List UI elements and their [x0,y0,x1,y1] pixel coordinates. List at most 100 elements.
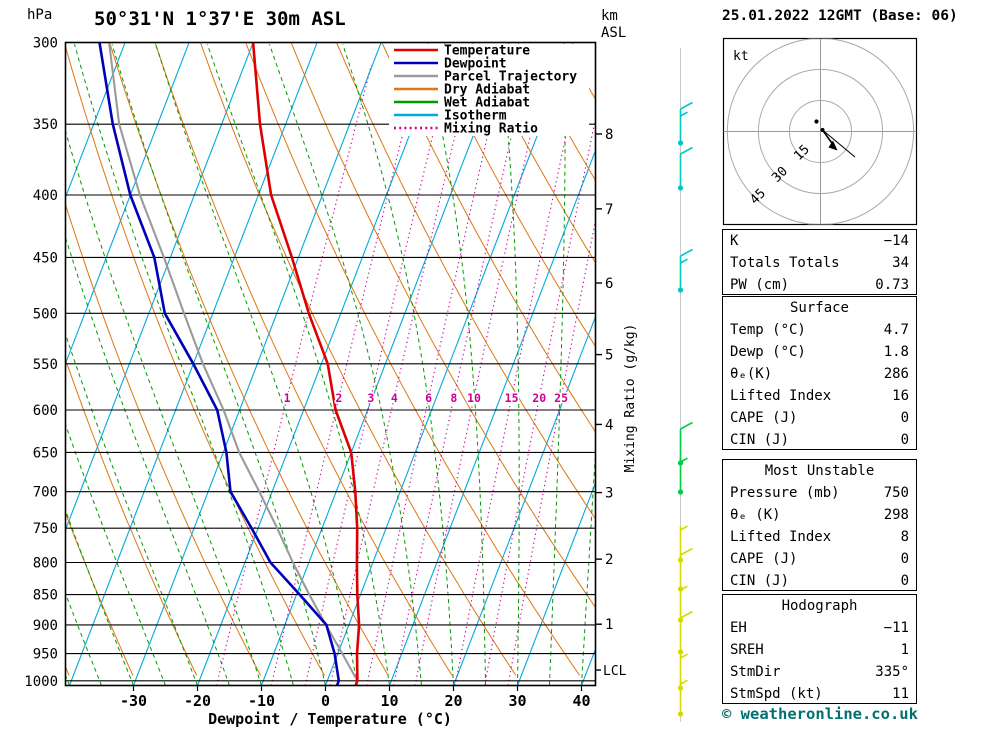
metric-row: StmSpd (kt) 11 [723,683,916,705]
metric-label: Dewp (°C) [730,344,806,360]
summary-indices-box: K −14 Totals Totals 34 PW (cm) 0.73 [722,229,917,295]
metric-row: SREH 1 [723,639,916,661]
metric-row: CIN (J) 0 [723,570,916,592]
metric-row: Temp (°C) 4.7 [723,319,916,341]
metric-value: 0 [900,573,909,589]
svg-text:8: 8 [450,391,457,405]
hodograph-box-title: Hodograph [781,598,858,614]
pressure-gridlines [65,41,596,682]
wind-barb [677,248,693,293]
isotherm-lines [65,42,596,686]
wind-barb [677,146,693,191]
svg-text:950: 950 [33,647,58,663]
mixing-ratio-value-labels: 1 2 3 4 6 8 10 15 20 25 [282,390,569,407]
svg-text:Dewpoint: Dewpoint [444,57,507,72]
metric-value: 11 [892,686,909,702]
svg-text:-30: -30 [120,692,147,710]
metric-label: CIN (J) [730,573,790,589]
metric-row: Lifted Index 16 [723,385,916,407]
svg-text:4: 4 [391,391,398,405]
metric-value: 0.73 [875,277,909,293]
svg-text:700: 700 [33,485,58,501]
metric-label: PW (cm) [730,277,790,293]
svg-text:Parcel Trajectory: Parcel Trajectory [444,70,577,85]
svg-text:8: 8 [605,127,613,143]
most-unstable-box-title: Most Unstable [764,463,875,479]
metric-row: CAPE (J) 0 [723,548,916,570]
svg-text:Temperature: Temperature [444,44,530,59]
wind-barb [677,653,688,691]
svg-text:3: 3 [367,391,374,405]
metric-row: StmDir 335° [723,661,916,683]
station-title: 50°31'N 1°37'E 30m ASL [94,8,346,30]
skewt-background-field [65,42,596,686]
svg-text:20: 20 [444,692,462,710]
metric-label: K [730,233,739,249]
metric-value: 298 [883,507,909,523]
metric-row: Pressure (mb) 750 [723,482,916,504]
svg-text:6: 6 [425,391,432,405]
svg-text:25: 25 [554,391,568,405]
parcel-trajectory-curve [108,42,359,686]
altitude-axis-unit-km: km [601,8,618,24]
wet-adiabat-lines [65,44,596,686]
metric-row: PW (cm) 0.73 [723,274,916,296]
svg-text:-20: -20 [184,692,211,710]
wind-barb [677,679,688,717]
metric-value: 286 [883,366,909,382]
metric-value: −14 [883,233,909,249]
mixing-ratio-lines [216,64,596,686]
hodograph-unit-label: kt [733,49,749,64]
svg-text:900: 900 [33,618,58,634]
metric-value: 335° [875,664,909,680]
metric-label: Lifted Index [730,529,832,545]
surface-box-title: Surface [789,300,849,316]
metric-value: 4.7 [883,322,909,338]
metric-label: StmSpd (kt) [730,686,823,702]
svg-text:400: 400 [33,188,58,204]
svg-text:10: 10 [380,692,398,710]
temperature-curve [251,42,361,686]
run-datetime-title: 25.01.2022 12GMT (Base: 06) [722,8,958,24]
svg-text:4: 4 [605,417,613,433]
svg-text:300: 300 [33,36,58,52]
svg-text:550: 550 [33,357,58,373]
svg-text:0: 0 [321,692,330,710]
metric-row: Dewp (°C) 1.8 [723,341,916,363]
metric-label: CAPE (J) [730,551,798,567]
metric-value: 0 [900,551,909,567]
metric-row: θₑ(K) 286 [723,363,916,385]
svg-text:Mixing Ratio: Mixing Ratio [444,122,538,137]
metric-row: θₑ (K) 298 [723,504,916,526]
mixing-ratio-axis-title: Mixing Ratio (g/kg) [623,324,638,473]
plot-border [64,41,597,687]
metric-row: Lifted Index 8 [723,526,916,548]
svg-text:40: 40 [572,692,590,710]
metric-label: Pressure (mb) [730,485,840,501]
svg-text:650: 650 [33,445,58,461]
metric-label: θₑ (K) [730,507,781,523]
svg-text:500: 500 [33,306,58,322]
metric-value: 16 [892,388,909,404]
metric-value: 0 [900,410,909,426]
metric-row: CIN (J) 0 [723,429,916,451]
svg-text:10: 10 [467,391,481,405]
metric-label: CIN (J) [730,432,790,448]
svg-text:6: 6 [605,276,613,292]
wind-barb [677,101,693,146]
svg-text:800: 800 [33,555,58,571]
metric-label: SREH [730,642,764,658]
credit-text: © weatheronline.co.uk [722,705,919,723]
svg-text:2: 2 [605,552,613,568]
svg-text:2: 2 [335,391,342,405]
metric-row: Totals Totals 34 [723,252,916,274]
metric-row: CAPE (J) 0 [723,407,916,429]
surface-indices-box: Surface Temp (°C) 4.7 Dewp (°C) 1.8 θₑ(K) 286… [722,296,917,450]
metric-label: EH [730,620,747,636]
svg-text:1000: 1000 [24,674,58,690]
wind-barb-column [677,48,693,722]
svg-text:750: 750 [33,521,58,537]
